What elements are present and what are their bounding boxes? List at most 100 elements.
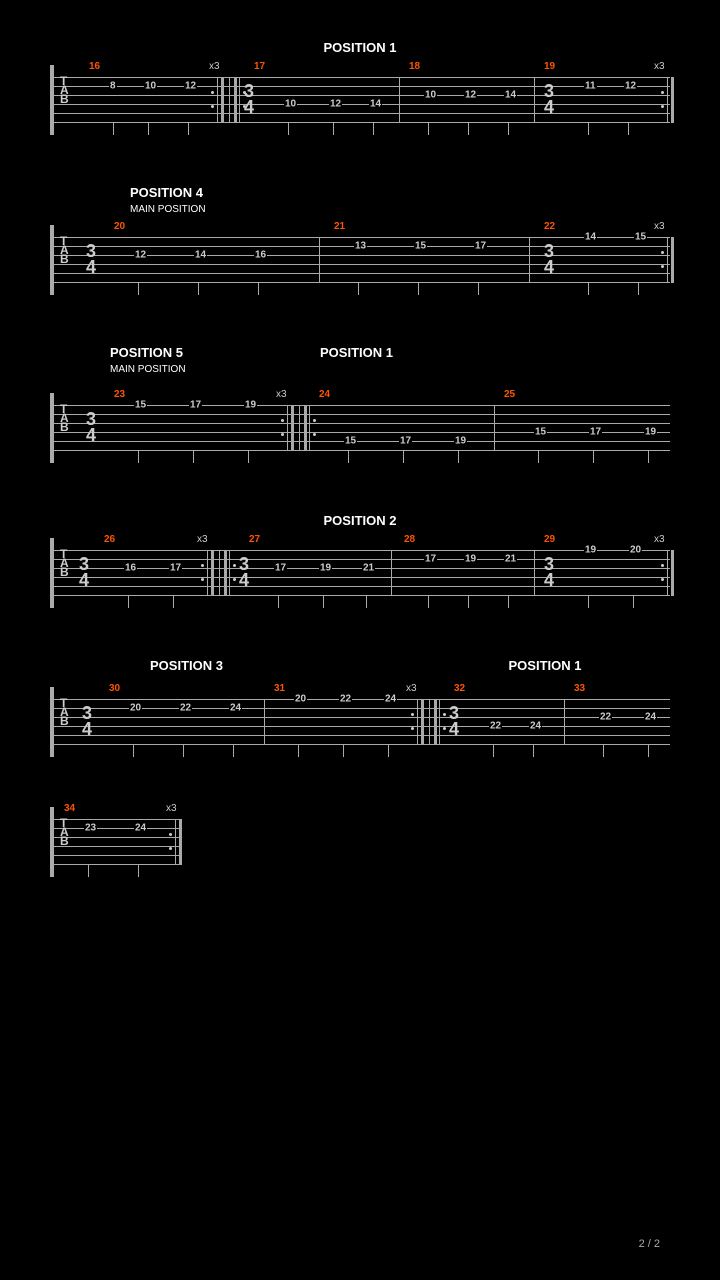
repeat-start <box>434 699 448 745</box>
repeat-end <box>410 699 424 745</box>
tab-staff: TAB232425x334151719151719151719 <box>50 393 670 463</box>
barline <box>534 550 535 596</box>
note-stem <box>593 451 594 463</box>
section-title: POSITION 4 <box>130 185 670 200</box>
section-subtitle: MAIN POSITION <box>130 204 670 215</box>
fret-number: 17 <box>169 563 182 574</box>
fret-number: 22 <box>339 694 352 705</box>
fret-number: 24 <box>134 823 147 834</box>
fret-number: 15 <box>414 241 427 252</box>
repeat-start <box>304 405 318 451</box>
section-title: POSITION 1 <box>420 658 670 673</box>
note-stem <box>628 123 629 135</box>
note-stem <box>418 283 419 295</box>
tab-system: TAB30313233x3343420222420222422242224 <box>50 687 670 757</box>
barline <box>264 699 265 745</box>
measure-number: 26 <box>104 534 115 545</box>
note-stem <box>233 745 234 757</box>
barline <box>391 550 392 596</box>
fret-number: 19 <box>644 427 657 438</box>
note-stem <box>373 123 374 135</box>
barline <box>219 550 220 596</box>
measure-number: 17 <box>254 61 265 72</box>
tab-clef-label: TAB <box>60 819 69 846</box>
fret-number: 24 <box>229 703 242 714</box>
fret-number: 12 <box>464 90 477 101</box>
note-stem <box>88 865 89 877</box>
repeat-end <box>660 77 674 123</box>
barline <box>529 237 530 283</box>
note-stem <box>113 123 114 135</box>
fret-number: 12 <box>184 81 197 92</box>
repeat-end <box>210 77 224 123</box>
fret-number: 14 <box>584 232 597 243</box>
tab-clef-label: TAB <box>60 237 69 264</box>
fret-number: 19 <box>454 436 467 447</box>
fret-number: 14 <box>194 250 207 261</box>
fret-number: 15 <box>534 427 547 438</box>
repeat-end <box>660 237 674 283</box>
note-stem <box>533 745 534 757</box>
fret-number: 16 <box>124 563 137 574</box>
repeat-end <box>280 405 294 451</box>
note-stem <box>588 596 589 608</box>
fret-number: 24 <box>644 712 657 723</box>
fret-number: 14 <box>504 90 517 101</box>
measure-number: 27 <box>249 534 260 545</box>
measure-number: 34 <box>64 803 75 814</box>
section-subtitle: MAIN POSITION <box>110 364 280 375</box>
fret-number: 20 <box>294 694 307 705</box>
note-stem <box>323 596 324 608</box>
note-stem <box>458 451 459 463</box>
fret-number: 22 <box>489 721 502 732</box>
fret-number: 12 <box>624 81 637 92</box>
page-number: 2 / 2 <box>639 1238 660 1250</box>
fret-number: 17 <box>189 400 202 411</box>
time-signature: 34 <box>86 411 96 443</box>
note-stem <box>428 123 429 135</box>
fret-number: 19 <box>319 563 332 574</box>
barline <box>429 699 430 745</box>
repeat-end <box>200 550 214 596</box>
fret-number: 15 <box>634 232 647 243</box>
fret-number: 20 <box>129 703 142 714</box>
measure-number: 31 <box>274 683 285 694</box>
repeat-count: x3 <box>166 803 177 814</box>
note-stem <box>358 283 359 295</box>
fret-number: 15 <box>344 436 357 447</box>
note-stem <box>148 123 149 135</box>
note-stem <box>183 745 184 757</box>
fret-number: 21 <box>362 563 375 574</box>
note-stem <box>278 596 279 608</box>
time-signature: 34 <box>544 243 554 275</box>
barline <box>399 77 400 123</box>
barline <box>319 237 320 283</box>
fret-number: 24 <box>384 694 397 705</box>
note-stem <box>638 283 639 295</box>
fret-number: 17 <box>589 427 602 438</box>
section-title: POSITION 1 <box>50 40 670 55</box>
note-stem <box>508 596 509 608</box>
measure-number: 20 <box>114 221 125 232</box>
note-stem <box>343 745 344 757</box>
note-stem <box>588 283 589 295</box>
time-signature: 34 <box>79 556 89 588</box>
repeat-count: x3 <box>276 389 287 400</box>
tab-staff: TAB26272829x3x33434341617171921171921192… <box>50 538 670 608</box>
tab-system: TAB34x32324 <box>50 807 180 877</box>
fret-number: 10 <box>144 81 157 92</box>
measure-number: 25 <box>504 389 515 400</box>
section-title: POSITION 5 <box>110 345 280 360</box>
time-signature: 34 <box>544 83 554 115</box>
tab-system: TAB16171819x3x33434810121012141012141112 <box>50 65 670 135</box>
fret-number: 13 <box>354 241 367 252</box>
note-stem <box>138 865 139 877</box>
note-stem <box>138 451 139 463</box>
fret-number: 8 <box>109 81 117 92</box>
tab-staff: TAB30313233x3343420222420222422242224 <box>50 687 670 757</box>
repeat-count: x3 <box>654 61 665 72</box>
note-stem <box>193 451 194 463</box>
note-stem <box>128 596 129 608</box>
barline <box>564 699 565 745</box>
barline <box>299 405 300 451</box>
